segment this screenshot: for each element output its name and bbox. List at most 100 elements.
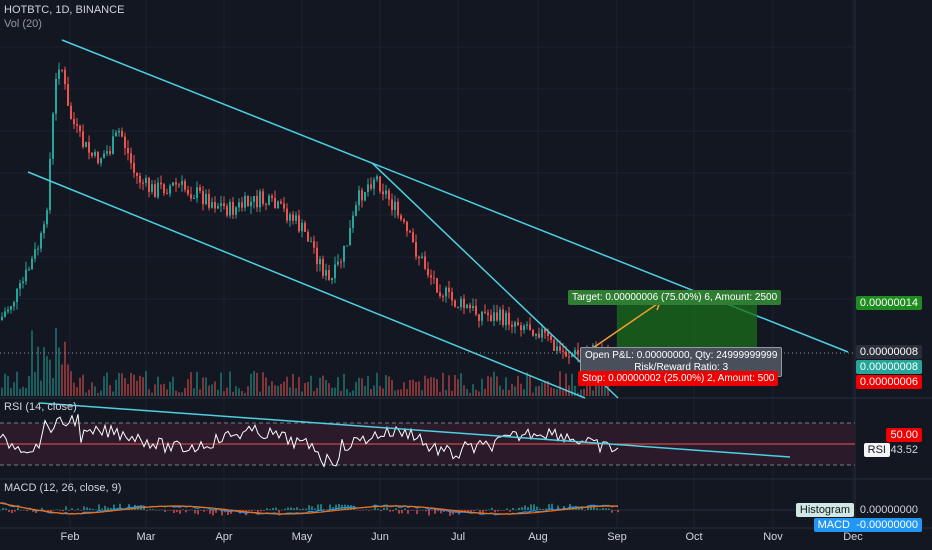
macd-indicator-label[interactable]: MACD (12, 26, close, 9) — [4, 482, 122, 494]
price-label-entry: 0.00000008 — [855, 360, 922, 374]
candle-body — [526, 324, 528, 326]
volume-bar — [76, 387, 78, 396]
candle-body — [310, 241, 312, 243]
candle-body — [13, 302, 15, 307]
macd-histogram-bar — [206, 510, 208, 511]
volume-bar — [337, 377, 339, 396]
volume-bar — [391, 379, 393, 396]
macd-histogram-bar — [323, 509, 325, 510]
candle-body — [277, 201, 279, 209]
macd-histogram-bar — [164, 510, 166, 513]
stop-label[interactable]: Stop: 0.00000002 (25.00%) 2, Amount: 500 — [578, 371, 779, 386]
volume-bar — [310, 375, 312, 396]
volume-bar — [346, 388, 348, 396]
volume-bar — [547, 381, 549, 396]
macd-histogram-bar — [41, 507, 43, 510]
volume-bar — [484, 388, 486, 396]
volume-bar — [148, 389, 150, 396]
candle-body — [205, 193, 207, 205]
candle-body — [106, 151, 108, 154]
candle-body — [76, 124, 78, 126]
candle-body — [436, 278, 438, 293]
volume-bar — [508, 390, 510, 396]
volume-indicator-label[interactable]: Vol (20) — [4, 18, 42, 30]
macd-histogram-bar — [308, 505, 310, 510]
volume-bar — [277, 385, 279, 396]
candle-body — [103, 153, 105, 159]
rsi-indicator-label[interactable]: RSI (14, close) — [4, 401, 77, 413]
volume-bar — [22, 386, 24, 396]
volume-bar — [538, 386, 540, 396]
macd-histogram-bar — [5, 508, 7, 510]
volume-bar — [307, 382, 309, 396]
volume-bar — [244, 392, 246, 396]
volume-bar — [451, 390, 453, 396]
candle-body — [514, 322, 516, 327]
histogram-value-label: 0.00000000 — [859, 504, 918, 516]
volume-bar — [139, 375, 141, 396]
macd-histogram-bar — [545, 508, 547, 510]
volume-bar — [439, 391, 441, 396]
candle-body — [1, 316, 3, 320]
volume-bar — [169, 381, 171, 396]
macd-histogram-bar — [68, 510, 70, 511]
volume-bar — [247, 386, 249, 396]
volume-bar — [511, 383, 513, 396]
target-zone — [617, 300, 757, 352]
volume-bar — [280, 383, 282, 396]
macd-histogram-bar — [107, 507, 109, 510]
volume-bar — [13, 382, 15, 396]
volume-bar — [187, 379, 189, 396]
symbol-title[interactable]: HOTBTC, 1D, BINANCE — [4, 4, 125, 16]
candle-body — [337, 261, 339, 265]
candle-body — [142, 182, 144, 184]
macd-histogram-bar — [248, 510, 250, 511]
candle-body — [223, 203, 225, 207]
macd-histogram-bar — [536, 506, 538, 510]
volume-bar — [268, 385, 270, 396]
candle-body — [454, 300, 456, 307]
volume-bar — [571, 373, 573, 396]
macd-histogram-bar — [314, 508, 316, 510]
macd-histogram-bar — [56, 509, 58, 511]
candle-body — [313, 241, 315, 248]
candle-body — [490, 314, 492, 321]
macd-histogram-bar — [92, 508, 94, 510]
target-label[interactable]: Target: 0.00000006 (75.00%) 6, Amount: 2… — [568, 290, 782, 305]
volume-bar — [343, 373, 345, 396]
macd-histogram-bar — [11, 510, 13, 514]
candle-body — [217, 205, 219, 209]
macd-histogram-bar — [110, 508, 112, 510]
candle-body — [355, 205, 357, 216]
candle-body — [433, 277, 435, 279]
macd-histogram-bar — [161, 509, 163, 511]
candle-body — [262, 191, 264, 204]
macd-histogram-bar — [419, 509, 421, 511]
candle-body — [388, 190, 390, 200]
volume-bar — [469, 392, 471, 396]
candle-body — [463, 298, 465, 308]
candle-body — [406, 221, 408, 232]
volume-bar — [340, 390, 342, 396]
macd-histogram-bar — [266, 508, 268, 510]
candle-body — [553, 339, 555, 351]
volume-bar — [262, 372, 264, 396]
volume-bar — [64, 341, 66, 396]
candle-body — [424, 256, 426, 269]
candle-body — [286, 208, 288, 221]
macd-histogram-bar — [557, 505, 559, 510]
candle-body — [556, 346, 558, 351]
candle-body — [190, 194, 192, 199]
open-pnl-text: Open P&L: 0.00000000, Qty: 24999999999 — [585, 350, 778, 361]
volume-bar — [4, 373, 6, 396]
volume-bar — [46, 356, 48, 396]
candle-body — [163, 184, 165, 194]
macd-signal-line — [0, 502, 618, 515]
macd-histogram-bar — [467, 510, 469, 512]
macd-histogram-bar — [83, 506, 85, 510]
volume-bar — [34, 371, 36, 396]
volume-bar — [28, 375, 30, 396]
macd-histogram-bar — [80, 510, 82, 511]
